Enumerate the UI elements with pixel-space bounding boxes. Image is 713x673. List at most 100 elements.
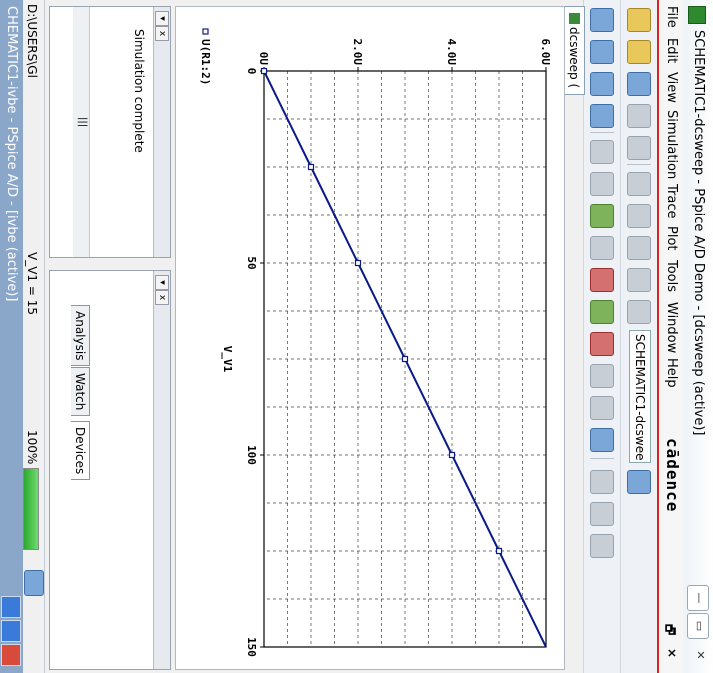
close-button[interactable]: ✕ — [694, 650, 707, 660]
mdi-restore-button[interactable]: 🗗 — [663, 624, 677, 636]
simulation-progress-bar — [23, 468, 39, 550]
menu-file[interactable]: File — [664, 6, 679, 28]
minimize-button[interactable]: — — [687, 585, 709, 611]
save-icon[interactable] — [627, 72, 651, 96]
cadence-logo: cādence — [663, 438, 682, 513]
background-window-title[interactable]: CHEMATIC1-ivbe - PSpice A/D - [ivbe (act… — [0, 0, 23, 673]
output-float-button[interactable]: ▾ — [155, 11, 169, 26]
plot-frame — [263, 70, 547, 648]
zoom-fit-icon[interactable] — [590, 104, 614, 128]
watch-window[interactable]: ▾ x Analysis Watch Devices — [49, 270, 171, 670]
tab-watch[interactable]: Watch — [71, 367, 90, 417]
window-title: SCHEMATIC1-dcsweep - PSpice A/D Demo - [… — [691, 30, 706, 436]
cut-icon[interactable] — [627, 172, 651, 196]
fourier-icon[interactable] — [590, 172, 614, 196]
watch-tabs: Analysis Watch Devices — [70, 271, 90, 669]
performance-analysis-icon[interactable] — [590, 204, 614, 228]
plot-tab-dcsweep[interactable]: dcsweep ( — [564, 6, 585, 96]
watch-close-button[interactable]: x — [155, 290, 169, 305]
menu-edit[interactable]: Edit — [664, 38, 679, 64]
x-tick-label: 50 — [245, 256, 258, 269]
open-icon[interactable] — [627, 40, 651, 64]
background-maximize-button[interactable] — [1, 620, 21, 642]
status-path: D:\USERS\Gl — [25, 4, 39, 78]
menu-simulation[interactable]: Simulation — [664, 110, 679, 180]
x-tick-label: 100 — [245, 445, 258, 465]
current-marker-icon[interactable] — [590, 502, 614, 526]
y-tick-label: 6.0U — [539, 39, 552, 66]
y-tick-label: 2.0U — [351, 39, 364, 66]
menu-help[interactable]: Help — [664, 358, 679, 388]
menu-window[interactable]: Window — [664, 302, 679, 354]
output-close-button[interactable]: x — [155, 26, 169, 41]
legend-entry: U(R1:2) — [199, 39, 212, 85]
menu-plot[interactable]: Plot — [664, 226, 679, 251]
restore-button[interactable]: ▭ — [687, 613, 709, 639]
menu-view[interactable]: View — [664, 72, 679, 103]
new-icon[interactable] — [627, 8, 651, 32]
output-scrollbar[interactable]: ||| — [73, 7, 90, 257]
pspice-app-icon — [688, 6, 706, 24]
x-tick-label: 150 — [245, 637, 258, 657]
paste-icon[interactable] — [627, 236, 651, 260]
scroll-thumb-grip[interactable]: ||| — [77, 117, 88, 128]
excel-export-icon[interactable] — [590, 300, 614, 324]
toolbar-standard: SCHEMATIC1-dcswee — [620, 0, 657, 673]
print-preview-icon[interactable] — [627, 136, 651, 160]
toolbar-separator — [590, 132, 614, 133]
cursor-peak-icon[interactable] — [590, 364, 614, 388]
menu-trace[interactable]: Trace — [664, 184, 679, 219]
status-sweep-value: V_V1 = 15 — [25, 252, 39, 316]
tab-devices[interactable]: Devices — [71, 421, 90, 481]
chart[interactable]: 0 50 100 150 0U 2.0U 4.0U 6.0U V_V1 U(R1:2) — [176, 7, 564, 669]
output-window[interactable]: ▾ x Simulation complete ||| — [49, 6, 171, 258]
x-axis-label: V_V1 — [221, 346, 234, 373]
y-tick-label: 0U — [257, 52, 270, 66]
output-window-header: ▾ x — [153, 7, 170, 257]
power-marker-icon[interactable] — [590, 534, 614, 558]
menu-bar: File Edit View Simulation Trace Plot Too… — [657, 0, 683, 673]
background-close-button[interactable] — [1, 644, 21, 666]
series-marker — [260, 67, 268, 75]
zoom-in-icon[interactable] — [590, 8, 614, 32]
eval-measurement-icon[interactable] — [590, 268, 614, 292]
mdi-close-button[interactable]: × — [665, 648, 679, 659]
status-progress-label: 100% — [25, 430, 39, 465]
series-marker — [401, 355, 409, 363]
legend-marker — [202, 28, 209, 35]
run-profile-icon[interactable] — [627, 470, 651, 494]
cursor-toggle-icon[interactable] — [590, 332, 614, 356]
title-bar[interactable]: SCHEMATIC1-dcsweep - PSpice A/D Demo - [… — [682, 0, 713, 673]
undo-icon[interactable] — [627, 268, 651, 292]
print-icon[interactable] — [627, 104, 651, 128]
zoom-area-icon[interactable] — [590, 72, 614, 96]
toolbar-probe — [583, 0, 620, 673]
series-marker — [354, 259, 362, 267]
plot-panel[interactable]: 0 50 100 150 0U 2.0U 4.0U 6.0U V_V1 U(R1:2) — [175, 6, 565, 670]
y-tick-label: 4.0U — [445, 39, 458, 66]
menu-tools[interactable]: Tools — [664, 260, 679, 293]
toolbar-separator — [627, 164, 651, 165]
watch-float-button[interactable]: ▾ — [155, 275, 169, 290]
tab-analysis[interactable]: Analysis — [71, 305, 90, 367]
background-window-title-text: CHEMATIC1-ivbe - PSpice A/D - [ivbe (act… — [4, 6, 19, 302]
voltage-marker-icon[interactable] — [590, 470, 614, 494]
profile-combo[interactable]: SCHEMATIC1-dcswee — [629, 330, 651, 463]
waveform-status-icon — [24, 570, 44, 596]
redo-icon[interactable] — [627, 300, 651, 324]
copy-icon[interactable] — [627, 204, 651, 228]
x-tick-label: 0 — [245, 68, 258, 75]
log-x-icon[interactable] — [590, 140, 614, 164]
add-trace-icon[interactable] — [590, 236, 614, 260]
watch-window-header: ▾ x — [153, 271, 170, 669]
text-label-icon[interactable] — [590, 396, 614, 420]
zoom-out-icon[interactable] — [590, 40, 614, 64]
simulation-status-text: Simulation complete — [132, 29, 146, 153]
plot-window-icon — [569, 13, 580, 24]
series-marker — [307, 163, 315, 171]
background-minimize-button[interactable] — [1, 596, 21, 618]
mark-label-icon[interactable] — [590, 428, 614, 452]
series-marker — [495, 547, 503, 555]
